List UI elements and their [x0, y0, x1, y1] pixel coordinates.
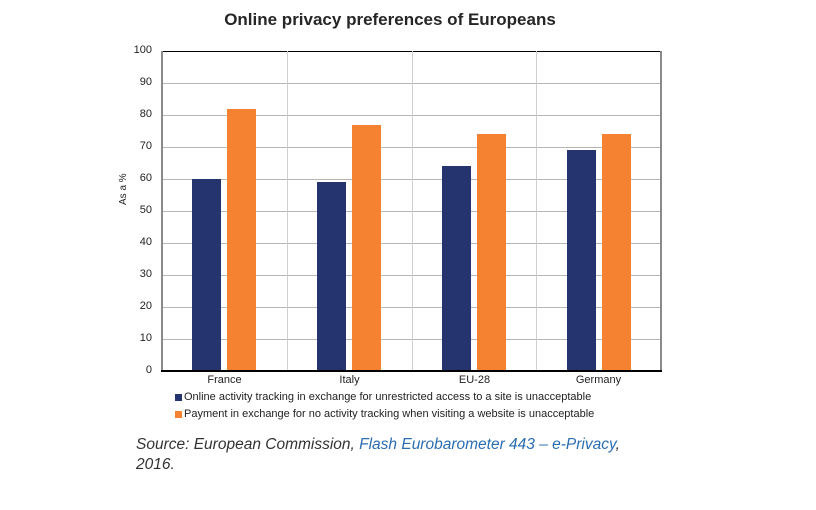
source-suffix: ,: [615, 436, 620, 453]
horizontal-gridline: [162, 115, 660, 116]
y-tick-label: 50: [139, 204, 152, 216]
bar-italy-series-2: [352, 125, 381, 371]
legend-label: Online activity tracking in exchange for…: [184, 391, 592, 403]
x-tick-label: Italy: [339, 374, 360, 386]
chart-title: Online privacy preferences of Europeans: [224, 10, 556, 29]
y-axis-label: As a %: [118, 173, 129, 205]
y-tick-label: 100: [133, 44, 152, 56]
legend-item-payment: Payment in exchange for no activity trac…: [175, 408, 594, 420]
source-prefix: Source: European Commission,: [136, 436, 360, 453]
source-link[interactable]: Flash Eurobarometer 443 – e-Privacy: [359, 436, 616, 453]
vertical-gridline: [287, 51, 288, 371]
bar-germany-series-2: [602, 134, 631, 371]
bar-germany-series-1: [567, 150, 596, 371]
source-citation: Source: European Commission, Flash Eurob…: [136, 435, 676, 475]
right-border: [660, 51, 662, 371]
y-tick-label: 70: [139, 140, 152, 152]
legend-swatch-orange: [175, 410, 182, 418]
x-axis-line: [161, 370, 662, 372]
y-tick-label: 60: [139, 172, 152, 184]
bar-france-series-2: [227, 109, 256, 371]
bar-eu-28-series-1: [442, 166, 471, 371]
y-axis-line: [161, 51, 163, 371]
legend-label: Payment in exchange for no activity trac…: [184, 408, 595, 420]
y-tick-label: 90: [139, 76, 152, 88]
y-tick-label: 80: [139, 108, 152, 120]
bar-italy-series-1: [317, 182, 346, 371]
horizontal-gridline: [162, 211, 660, 212]
x-tick-label: Germany: [575, 374, 622, 386]
horizontal-gridline: [162, 339, 660, 340]
legend-swatch-blue: [175, 393, 182, 401]
bar-france-series-1: [192, 179, 221, 371]
x-tick-label: EU-28: [458, 374, 491, 386]
vertical-gridline: [412, 51, 413, 371]
plot-area: [162, 51, 661, 371]
horizontal-gridline: [162, 243, 660, 244]
vertical-gridline: [536, 51, 537, 371]
horizontal-gridline: [162, 275, 660, 276]
bar-eu-28-series-2: [477, 134, 506, 371]
source-year: 2016.: [136, 456, 175, 473]
y-tick-label: 40: [139, 236, 152, 248]
horizontal-gridline: [162, 147, 660, 148]
y-tick-label: 10: [139, 332, 152, 344]
y-tick-label: 0: [145, 364, 152, 376]
horizontal-gridline: [162, 83, 660, 84]
y-tick-label: 30: [139, 268, 152, 280]
legend-item-tracking: Online activity tracking in exchange for…: [175, 391, 591, 403]
y-tick-label: 20: [139, 300, 152, 312]
x-tick-label: France: [207, 374, 242, 386]
horizontal-gridline: [162, 307, 660, 308]
horizontal-gridline: [162, 179, 660, 180]
